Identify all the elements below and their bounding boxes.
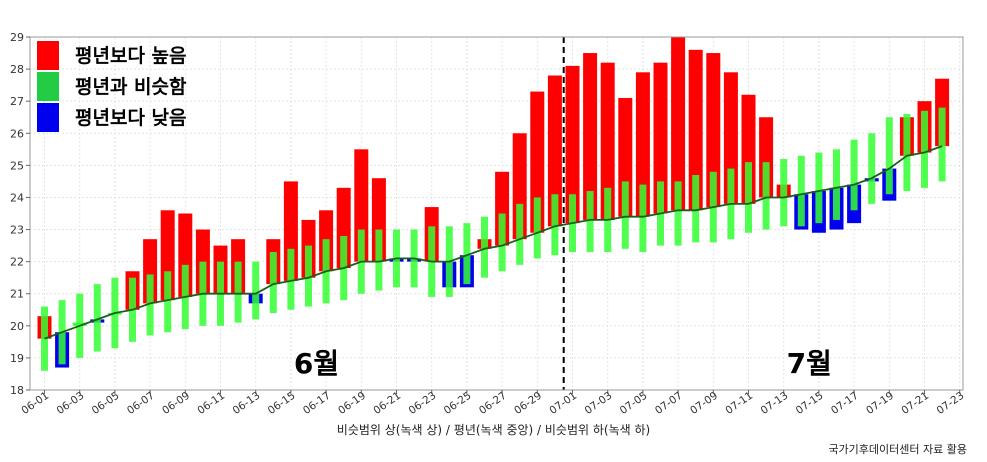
legend-swatch xyxy=(37,103,59,132)
similar-range-bar xyxy=(850,139,858,211)
similar-range-bar xyxy=(516,203,524,265)
x-tick-label: 07-11 xyxy=(723,390,755,417)
observed-bar xyxy=(635,72,650,217)
x-tick-label: 06-03 xyxy=(55,390,87,417)
y-tick-label: 26 xyxy=(10,127,24,140)
y-tick-label: 29 xyxy=(10,31,24,44)
x-tick-label: 06-21 xyxy=(371,390,403,417)
x-tick-label: 07-09 xyxy=(688,390,720,417)
x-tick-label: 07-13 xyxy=(759,390,791,417)
y-tick-label: 25 xyxy=(10,159,24,172)
observed-bar xyxy=(600,62,615,220)
similar-range-bar xyxy=(692,174,700,243)
similar-range-bar xyxy=(287,248,295,310)
similar-range-bar xyxy=(252,261,260,320)
similar-range-bar xyxy=(868,133,876,204)
y-axis: 18 19 20 21 22 23 24 25 26 27 28 29 xyxy=(10,31,30,397)
similar-range-bar xyxy=(146,274,154,336)
x-tick-label: 06-01 xyxy=(19,390,51,417)
x-tick-label: 07-19 xyxy=(864,390,896,417)
observed-bar xyxy=(688,49,703,211)
similar-range-bar xyxy=(833,149,840,220)
legend-label: 평년보다 낮음 xyxy=(75,107,187,129)
normal-line xyxy=(44,145,943,340)
x-tick-label: 06-27 xyxy=(477,390,509,417)
similar-range-bar xyxy=(797,155,805,227)
similar-range-bar xyxy=(498,213,506,272)
similar-range-bar xyxy=(885,117,893,195)
legend-label: 평년보다 높음 xyxy=(75,45,187,67)
observed-bar xyxy=(671,37,686,211)
x-tick-label: 06-07 xyxy=(125,390,157,417)
x-tick-label: 06-29 xyxy=(512,390,544,417)
observed-bar xyxy=(706,53,721,208)
observed-bar xyxy=(653,62,668,214)
legend-swatch xyxy=(37,41,59,70)
similar-range-bar xyxy=(305,245,312,307)
similar-range-bars xyxy=(41,107,946,371)
similar-range-bar xyxy=(234,261,242,323)
similar-range-bar xyxy=(674,181,682,246)
x-tick-label: 07-07 xyxy=(653,390,685,417)
similar-range-bar xyxy=(586,191,594,253)
x-tick-label: 07-03 xyxy=(583,390,615,417)
legend-swatch xyxy=(37,72,59,101)
x-tick-label: 07-21 xyxy=(899,390,931,417)
legend-label: 평년과 비슷함 xyxy=(75,76,187,98)
observed-bar xyxy=(565,65,580,224)
similar-range-bar xyxy=(164,271,172,333)
y-tick-label: 24 xyxy=(10,191,24,204)
similar-range-bar xyxy=(375,229,383,291)
x-tick-label: 06-23 xyxy=(407,390,439,417)
y-tick-label: 21 xyxy=(10,288,24,301)
similar-range-bar xyxy=(903,114,911,192)
month-label: 7월 xyxy=(787,347,832,380)
x-tick-label: 06-17 xyxy=(301,390,333,417)
x-tick-label: 06-05 xyxy=(90,390,122,417)
similar-range-bar xyxy=(463,223,471,285)
similar-range-bar xyxy=(639,184,647,253)
y-tick-label: 22 xyxy=(10,256,24,269)
x-tick-label: 07-23 xyxy=(935,390,967,417)
y-tick-label: 19 xyxy=(10,352,24,365)
similar-range-bar xyxy=(533,197,541,259)
similar-range-bar xyxy=(481,216,488,278)
x-tick-label: 06-09 xyxy=(160,390,192,417)
x-axis-title: 비슷범위 상(녹색 상) / 평년(녹색 중앙) / 비슷범위 하(녹색 하) xyxy=(336,423,651,437)
month-labels: 6월 7월 xyxy=(294,347,832,380)
y-tick-label: 18 xyxy=(10,384,24,397)
similar-range-bar xyxy=(921,110,928,188)
similar-range-bar xyxy=(93,284,101,352)
y-tick-label: 28 xyxy=(10,63,24,76)
x-tick-label: 06-25 xyxy=(442,390,474,417)
y-tick-label: 27 xyxy=(10,95,24,108)
observed-bar xyxy=(547,75,562,227)
x-tick-label: 06-19 xyxy=(336,390,368,417)
x-axis: 06-01 06-03 06-05 06-07 06-09 06-11 06-13 06-15… xyxy=(19,390,966,417)
similar-range-bar xyxy=(745,162,752,233)
y-tick-label: 23 xyxy=(10,224,24,237)
month-label: 6월 xyxy=(294,347,339,380)
y-tick-label: 20 xyxy=(10,320,24,333)
similar-range-bar xyxy=(762,162,770,230)
source-note: 국가기후데이터센터 자료 활용 xyxy=(828,443,967,456)
x-tick-label: 07-17 xyxy=(829,390,861,417)
observed-bar xyxy=(583,53,598,220)
x-tick-label: 07-01 xyxy=(547,390,579,417)
similar-range-bar xyxy=(938,107,946,182)
x-tick-label: 06-15 xyxy=(266,390,298,417)
similar-range-bar xyxy=(269,252,277,313)
similar-range-bar xyxy=(780,158,788,227)
x-tick-label: 06-11 xyxy=(195,390,227,417)
similar-range-bar xyxy=(551,194,559,256)
similar-range-bar xyxy=(621,181,629,249)
similar-range-bar xyxy=(815,152,823,224)
x-tick-label: 07-15 xyxy=(794,390,826,417)
x-tick-label: 07-05 xyxy=(618,390,650,417)
plot-frame xyxy=(29,36,964,391)
x-tick-label: 06-13 xyxy=(231,390,263,417)
